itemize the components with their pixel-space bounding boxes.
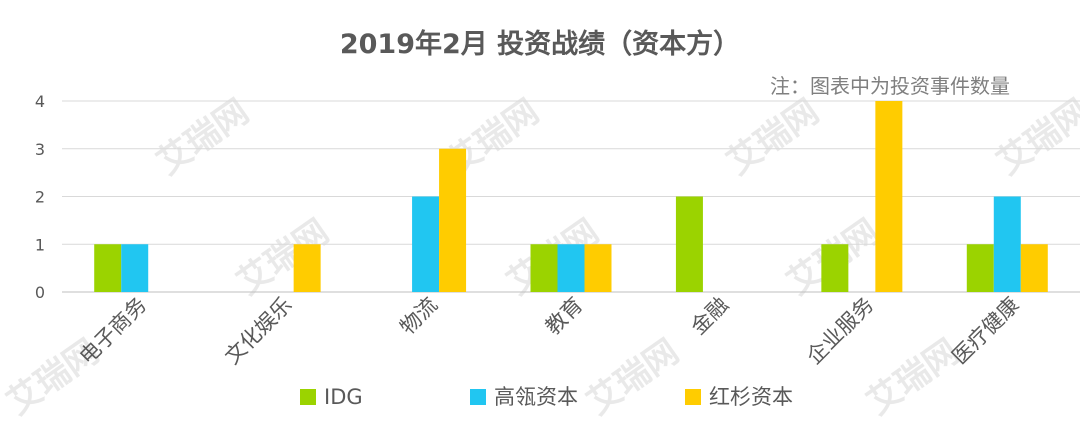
y-tick-label: 3: [35, 140, 45, 159]
legend-label: 红杉资本: [709, 385, 793, 409]
bar: [439, 148, 467, 292]
x-tick-label: 电子商务: [75, 293, 151, 369]
legend-swatch: [470, 389, 486, 405]
bar: [412, 196, 440, 292]
x-tick-label: 金融: [686, 293, 733, 340]
y-tick-label: 2: [35, 188, 45, 207]
bar: [875, 101, 903, 292]
y-tick-label: 0: [35, 283, 45, 302]
chart-title: 2019年2月 投资战绩（资本方）: [339, 29, 741, 60]
x-tick-label: 企业服务: [802, 293, 878, 369]
x-tick-label: 教育: [541, 293, 588, 340]
x-tick-label: 医疗健康: [947, 293, 1023, 369]
bar: [530, 244, 558, 292]
chart-note: 注：图表中为投资事件数量: [770, 74, 1010, 98]
bar: [293, 244, 321, 292]
bar: [966, 244, 994, 292]
x-tick-label: 物流: [395, 293, 442, 340]
x-tick-label: 文化娱乐: [220, 293, 296, 369]
bar: [94, 244, 122, 292]
bar: [1020, 244, 1048, 292]
legend-swatch: [300, 389, 316, 405]
bar: [821, 244, 849, 292]
bar: [675, 196, 703, 292]
y-tick-label: 4: [35, 92, 45, 111]
legend-label: 高瓴资本: [494, 385, 578, 409]
legend-swatch: [685, 389, 701, 405]
y-tick-label: 1: [35, 235, 45, 254]
bar: [121, 244, 149, 292]
bar: [584, 244, 612, 292]
legend-label: IDG: [324, 385, 363, 409]
bar: [993, 196, 1021, 292]
bar: [557, 244, 585, 292]
